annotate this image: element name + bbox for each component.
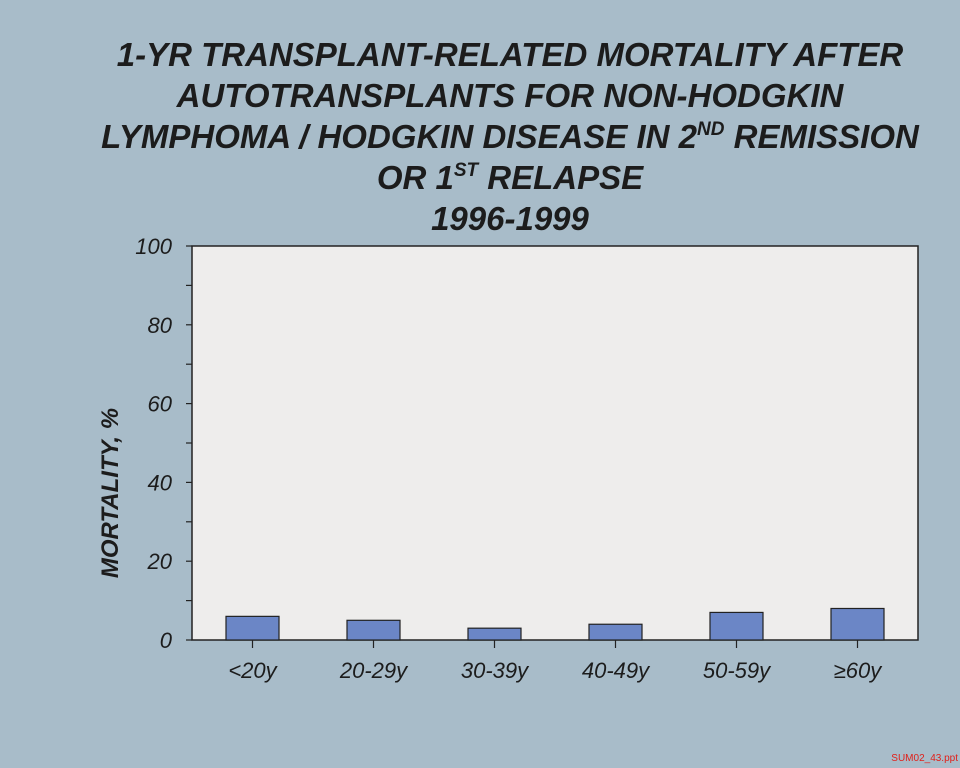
x-tick-label-0: <20y [228,658,278,683]
y-axis-ticks: 0 20 40 60 80 100 [135,234,192,653]
x-tick-label-3: 40-49y [582,658,651,683]
title-line-4-superscript: ST [453,160,479,181]
bar-3 [588,623,643,641]
title-line-3: LYMPHOMA / HODGKIN DISEASE IN 2ND REMISS… [60,116,960,157]
bar-1 [346,619,401,641]
title-line-5: 1996-1999 [431,200,589,237]
title-line-2: AUTOTRANSPLANTS FOR NON-HODGKIN [176,77,844,114]
title-line-3-text: LYMPHOMA / HODGKIN DISEASE IN 2 [101,118,698,155]
x-tick-label-5: ≥60y [834,658,884,683]
bar-5 [830,607,885,641]
plot-area [191,245,919,641]
x-axis-labels: <20y 20-29y 30-39y 40-49y 50-59y ≥60y [228,640,883,683]
title-line-1: 1-YR TRANSPLANT-RELATED MORTALITY AFTER [116,36,904,73]
y-tick-label-80: 80 [148,313,173,338]
y-tick-label-60: 60 [148,392,173,417]
bar-2 [467,627,522,641]
title-line-3-text-end: REMISSION [724,118,919,155]
y-tick-label-20: 20 [147,549,173,574]
y-axis-label: MORTALITY, % [97,408,124,578]
x-tick-label-2: 30-39y [461,658,530,683]
bars [225,607,885,641]
title-line-4-text: OR 1 [376,159,454,196]
footer-filename: SUM02_43.ppt [891,753,958,764]
title-line-4-text-end: RELAPSE [478,159,644,196]
title-line-3-superscript: ND [697,119,725,140]
y-tick-label-100: 100 [135,234,172,259]
bar-0 [225,615,280,641]
x-tick-label-1: 20-29y [339,658,409,683]
x-tick-label-4: 50-59y [703,658,772,683]
y-tick-label-40: 40 [148,470,173,495]
chart-title: 1-YR TRANSPLANT-RELATED MORTALITY AFTER … [60,34,960,239]
y-tick-label-0: 0 [160,628,173,653]
title-line-4: OR 1ST RELAPSE [60,157,960,198]
bar-4 [709,611,764,641]
